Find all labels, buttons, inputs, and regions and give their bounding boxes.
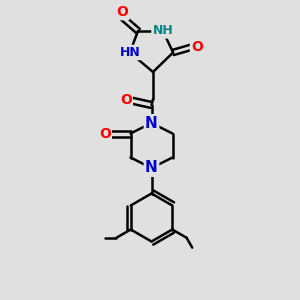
Text: N: N	[145, 160, 158, 175]
Text: O: O	[191, 40, 203, 54]
Text: O: O	[120, 94, 132, 107]
Text: O: O	[116, 5, 128, 19]
Text: NH: NH	[152, 24, 173, 38]
Text: HN: HN	[119, 46, 140, 59]
Text: N: N	[145, 116, 158, 130]
Text: O: O	[99, 127, 111, 140]
